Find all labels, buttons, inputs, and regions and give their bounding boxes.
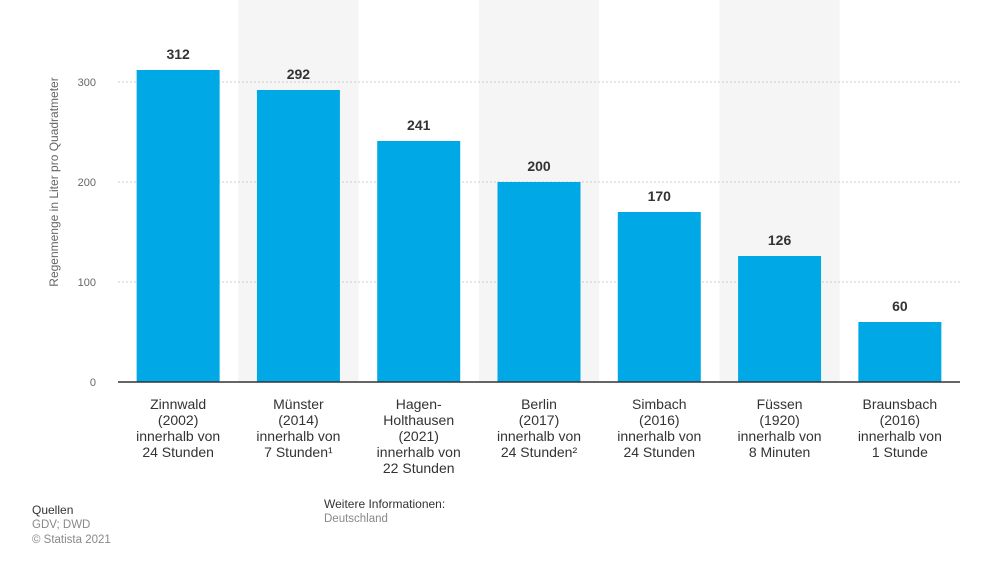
y-tick-label: 0 (90, 377, 96, 389)
y-axis-ticks: 0 100 200 300 (78, 77, 96, 389)
bar[interactable] (377, 141, 461, 382)
category-label: Braunsbach (2016) innerhalb von 1 Stunde (858, 396, 942, 460)
y-tick-label: 200 (78, 177, 96, 189)
sources-text: GDV; DWD (32, 519, 91, 531)
category-label: Hagen-Holthausen (2021) innerhalb von 22 St… (377, 396, 461, 476)
value-label: 60 (892, 298, 908, 314)
value-label: 292 (287, 66, 311, 82)
more-info-title: Weitere Informationen: (324, 497, 446, 511)
y-tick-label: 300 (78, 77, 96, 89)
value-label: 200 (527, 158, 551, 174)
more-info-block: Weitere Informationen: Deutschland (324, 497, 445, 527)
more-info-link[interactable]: Deutschland (324, 513, 388, 525)
bar[interactable] (136, 70, 220, 382)
y-tick-label: 100 (78, 277, 96, 289)
bar[interactable] (256, 90, 340, 382)
category-label: Simbach (2016) innerhalb von 24 Stunden (617, 396, 701, 460)
sources-title: Quellen (32, 503, 74, 517)
category-label: Berlin (2017) innerhalb von 24 Stunden² (497, 396, 581, 460)
value-label: 126 (768, 232, 792, 248)
bar[interactable] (738, 256, 822, 382)
bar[interactable] (858, 322, 942, 382)
bar[interactable] (497, 182, 581, 382)
value-label: 312 (166, 46, 190, 62)
value-label: 241 (407, 117, 431, 133)
category-labels: Zinnwald (2002) innerhalb von 24 Stunden Mün… (136, 396, 942, 476)
value-label: 170 (648, 188, 672, 204)
copyright-text: © Statista 2021 (32, 534, 111, 546)
bars (136, 70, 942, 382)
category-label: Füssen (1920) innerhalb von 8 Minuten (738, 396, 822, 460)
value-labels: 312 292 241 200 170 126 60 (166, 46, 907, 314)
sources-block: Quellen GDV; DWD © Statista 2021 (32, 503, 111, 548)
y-axis-label: Regenmenge in Liter pro Quadratmeter (47, 77, 61, 286)
bar[interactable] (617, 212, 701, 382)
bar-chart: 0 100 200 300 312 292 241 200 170 126 60 Zinnwald… (47, 46, 960, 476)
category-label: Zinnwald (2002) innerhalb von 24 Stunden (136, 396, 220, 460)
category-label: Münster (2014) innerhalb von 7 Stunden¹ (256, 396, 340, 460)
